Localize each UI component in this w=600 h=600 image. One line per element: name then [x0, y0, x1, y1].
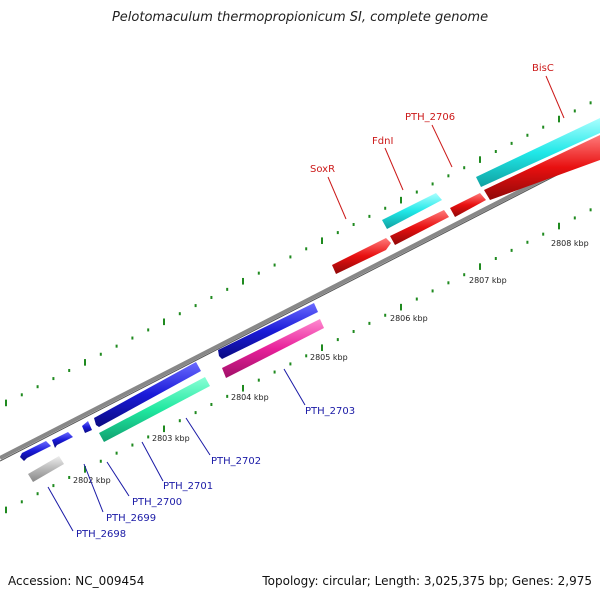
kbp-label: 2805 kbp	[310, 353, 348, 362]
kbp-labels: 2802 kbp 2803 kbp 2804 kbp 2805 kbp 2806…	[73, 239, 589, 485]
leader-pth2703	[283, 368, 306, 406]
gene-label: PTH_2700	[132, 497, 182, 508]
gene-green[interactable]	[99, 377, 210, 442]
leader-fdni	[384, 147, 404, 191]
map-title: Pelotomaculum thermopropionicum SI, comp…	[111, 10, 489, 25]
kbp-label: 2807 kbp	[469, 276, 507, 285]
gene-soxr[interactable]	[332, 238, 391, 274]
gene-label: PTH_2701	[163, 481, 213, 492]
gene-cyan-2[interactable]	[476, 118, 600, 187]
gene-pink[interactable]	[222, 319, 324, 378]
genome-backbone	[0, 148, 600, 460]
right-genes	[332, 118, 600, 274]
gene-label: PTH_2702	[211, 456, 261, 467]
leader-pth2701	[141, 441, 164, 482]
leader-pth2698	[47, 486, 74, 532]
genome-backbone-shadow	[0, 152, 600, 462]
gene-label: BisC	[532, 63, 554, 74]
leader-pth2702	[185, 417, 211, 456]
leader-pth2699	[83, 463, 104, 513]
kbp-label: 2808 kbp	[551, 239, 589, 248]
gene-pth2699[interactable]	[52, 432, 73, 448]
gene-cyan-1[interactable]	[382, 193, 442, 229]
leader-soxr	[327, 176, 347, 220]
gene-bisc-red[interactable]	[484, 135, 600, 200]
leader-pth2706	[431, 124, 453, 168]
gene-leaders	[47, 75, 565, 532]
kbp-label: 2804 kbp	[231, 393, 269, 402]
accession-text: Accession: NC_009454	[8, 574, 145, 588]
gene-gray[interactable]	[28, 456, 64, 482]
forward-strand-genes	[20, 303, 318, 461]
kbp-label: 2806 kbp	[390, 314, 428, 323]
gene-pth2701[interactable]	[94, 362, 201, 427]
gene-label: FdnI	[372, 136, 393, 147]
gene-labels: PTH_2698 PTH_2699 PTH_2700 PTH_2701 PTH_…	[76, 63, 554, 540]
outer-tick-row	[5, 101, 592, 407]
gene-label: PTH_2703	[305, 406, 355, 417]
leader-bisc	[545, 75, 565, 119]
gene-label: PTH_2699	[106, 513, 156, 524]
topology-text: Topology: circular; Length: 3,025,375 bp…	[262, 574, 592, 588]
kbp-label: 2802 kbp	[73, 476, 111, 485]
gene-pth2703[interactable]	[218, 303, 318, 359]
gene-label: PTH_2706	[405, 112, 455, 123]
leader-pth2700	[106, 461, 130, 497]
gene-pth2706[interactable]	[450, 193, 486, 217]
gene-label: PTH_2698	[76, 529, 126, 540]
inner-tick-row	[5, 208, 592, 514]
gene-label: SoxR	[310, 164, 335, 175]
gene-pth2698[interactable]	[20, 441, 51, 461]
kbp-label: 2803 kbp	[152, 434, 190, 443]
gene-fdni[interactable]	[390, 210, 449, 245]
reverse-strand-genes	[28, 319, 324, 482]
gene-pth2700[interactable]	[82, 421, 92, 433]
